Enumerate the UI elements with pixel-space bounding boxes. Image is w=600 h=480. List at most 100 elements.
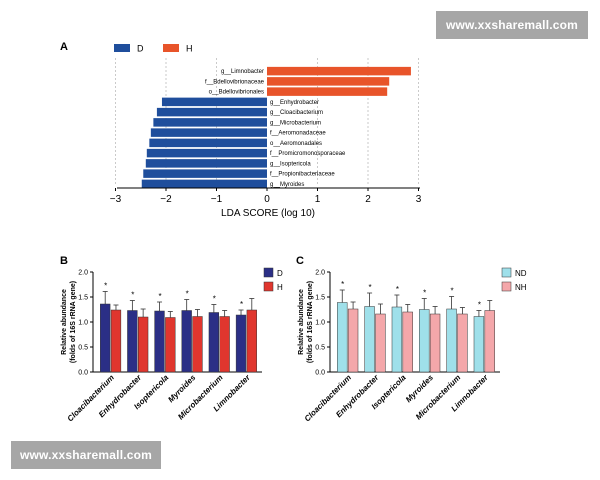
significance-star-B: * bbox=[186, 290, 189, 299]
lda-bar-3 bbox=[161, 97, 267, 107]
lda-bar-6 bbox=[150, 128, 267, 137]
bar-B-D-0 bbox=[100, 303, 111, 373]
y-axis-title-line1-B: Relative abundance bbox=[61, 289, 68, 355]
category-label-B: Cloacibacterium bbox=[66, 373, 116, 423]
bar-C-ND-1 bbox=[364, 306, 375, 373]
bar-B-H-3 bbox=[192, 316, 203, 373]
lda-x-tick-label: −1 bbox=[211, 194, 223, 205]
y-tick-label-C: 0.0 bbox=[315, 370, 325, 377]
significance-star-B: * bbox=[158, 292, 161, 301]
significance-star-B: * bbox=[131, 291, 134, 300]
significance-star-C: * bbox=[451, 287, 454, 296]
legend-label-C-ND: ND bbox=[515, 269, 527, 278]
legend-swatch-h bbox=[163, 44, 179, 52]
legend-label-B-D: D bbox=[277, 269, 283, 278]
lda-x-tick-label: −2 bbox=[160, 194, 172, 205]
y-tick-label-B: 0.5 bbox=[78, 345, 88, 352]
significance-star-B: * bbox=[104, 282, 107, 291]
lda-bar-1 bbox=[267, 77, 390, 86]
significance-star-C: * bbox=[369, 283, 372, 292]
significance-star-C: * bbox=[478, 301, 481, 310]
bar-C-NH-5 bbox=[484, 310, 495, 373]
watermark-top: www.xxsharemall.com bbox=[436, 11, 588, 39]
bar-B-H-4 bbox=[219, 316, 230, 373]
lda-bar-10 bbox=[143, 169, 267, 178]
legend-swatch-B-H bbox=[263, 281, 274, 292]
lda-label-10: f__Propionibacteriaceae bbox=[270, 172, 335, 178]
bar-B-H-0 bbox=[110, 309, 122, 373]
y-tick-label-C: 0.5 bbox=[315, 345, 325, 352]
bar-C-ND-2 bbox=[391, 306, 403, 373]
bar-C-NH-0 bbox=[347, 308, 359, 373]
bar-C-NH-1 bbox=[375, 313, 386, 373]
lda-label-1: f__Bdellovibrionaceae bbox=[205, 79, 265, 85]
lda-label-2: o__Bdellovibrionales bbox=[209, 90, 264, 96]
significance-star-B: * bbox=[240, 300, 243, 309]
legend-label-h: H bbox=[186, 44, 193, 54]
category-label-C: Cloacibacterium bbox=[303, 373, 353, 423]
legend-swatch-B-D bbox=[263, 267, 274, 278]
lda-label-3: g__Enhydrobacter bbox=[270, 100, 319, 106]
panel-label-c: C bbox=[296, 255, 304, 267]
bar-C-NH-3 bbox=[429, 313, 441, 373]
bar-B-H-2 bbox=[165, 317, 176, 373]
bar-C-NH-2 bbox=[402, 311, 413, 373]
lda-x-tick-label: 1 bbox=[315, 194, 321, 205]
lda-bar-11 bbox=[141, 179, 267, 189]
lda-x-tick-label: 0 bbox=[264, 194, 270, 205]
bar-B-D-1 bbox=[127, 310, 138, 373]
panel-label-a: A bbox=[60, 41, 68, 53]
lda-label-11: g__Myroides bbox=[270, 182, 304, 188]
bar-B-D-2 bbox=[154, 310, 165, 373]
watermark-bottom: www.xxsharemall.com bbox=[11, 441, 161, 469]
significance-star-C: * bbox=[396, 285, 399, 294]
lda-x-tick-label: 3 bbox=[416, 194, 422, 205]
y-axis-title-line2-C: (folds of 16S rRNA gene) bbox=[307, 281, 314, 363]
bar-C-NH-4 bbox=[457, 313, 468, 373]
significance-star-C: * bbox=[423, 289, 426, 298]
lda-label-9: g__Isoptericola bbox=[270, 161, 311, 167]
lda-bar-0 bbox=[267, 66, 411, 76]
lda-label-4: g__Cloacibacterium bbox=[270, 110, 323, 116]
bar-B-D-3 bbox=[181, 310, 192, 373]
y-axis-title-line1-C: Relative abundance bbox=[298, 289, 305, 355]
lda-x-tick-label: −3 bbox=[110, 194, 122, 205]
lda-label-6: f__Aeromonadaceae bbox=[270, 131, 326, 137]
legend-label-C-NH: NH bbox=[515, 283, 527, 292]
legend-swatch-C-NH bbox=[501, 281, 512, 292]
lda-x-tick-label: 2 bbox=[365, 194, 371, 205]
y-tick-label-C: 1.5 bbox=[315, 295, 325, 302]
bar-C-ND-3 bbox=[419, 309, 430, 373]
legend-swatch-d bbox=[114, 44, 130, 52]
y-tick-label-B: 0.0 bbox=[78, 370, 88, 377]
bar-B-D-4 bbox=[208, 312, 220, 373]
legend-label-d: D bbox=[137, 44, 144, 54]
lda-bar-5 bbox=[153, 118, 267, 127]
bar-B-H-5 bbox=[246, 309, 257, 373]
lda-label-7: o__Aeromonadales bbox=[270, 141, 322, 147]
lda-bar-7 bbox=[149, 138, 267, 148]
significance-star-C: * bbox=[341, 280, 344, 289]
bar-B-D-5 bbox=[235, 314, 247, 373]
bar-C-ND-0 bbox=[337, 302, 348, 373]
y-axis-title-line2-B: (folds of 16S rRNA gene) bbox=[70, 281, 77, 363]
legend-label-B-H: H bbox=[277, 283, 283, 292]
y-tick-label-C: 1.0 bbox=[315, 320, 325, 327]
lda-bar-2 bbox=[267, 87, 388, 96]
lda-label-5: g__Microbacterium bbox=[270, 120, 321, 126]
bar-B-H-1 bbox=[138, 316, 149, 373]
y-tick-label-B: 1.5 bbox=[78, 295, 88, 302]
significance-star-B: * bbox=[213, 295, 216, 304]
lda-bar-4 bbox=[156, 107, 267, 117]
lda-label-0: g__Limnobacter bbox=[221, 69, 264, 75]
lda-bar-8 bbox=[146, 148, 267, 158]
lda-label-8: f__Promicromonosporaceae bbox=[270, 151, 346, 157]
panel-label-b: B bbox=[60, 255, 68, 267]
lda-bar-9 bbox=[145, 159, 267, 168]
y-tick-label-B: 2.0 bbox=[78, 270, 88, 277]
legend-swatch-C-ND bbox=[501, 267, 512, 278]
bar-C-ND-5 bbox=[473, 316, 485, 373]
lda-x-axis-title: LDA SCORE (log 10) bbox=[221, 208, 315, 219]
y-tick-label-C: 2.0 bbox=[315, 270, 325, 277]
